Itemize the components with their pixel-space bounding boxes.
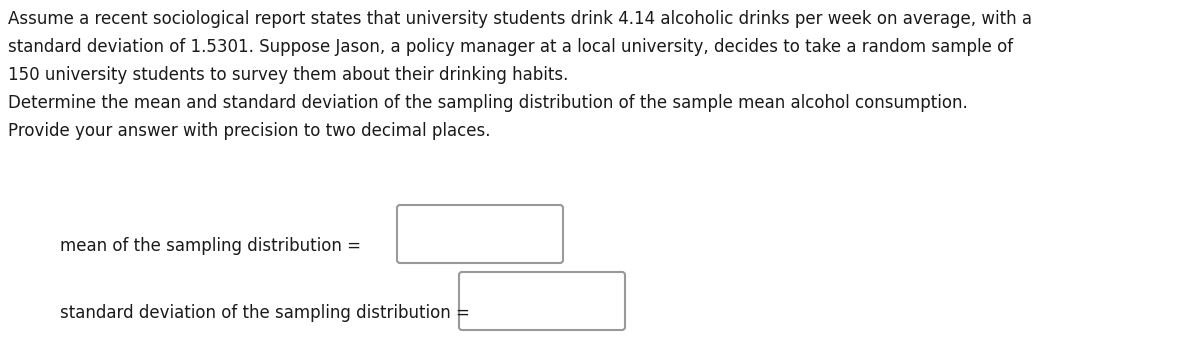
Text: 150 university students to survey them about their drinking habits.: 150 university students to survey them a… xyxy=(8,66,569,84)
Text: Provide your answer with precision to two decimal places.: Provide your answer with precision to tw… xyxy=(8,122,491,140)
FancyBboxPatch shape xyxy=(458,272,625,330)
Text: Assume a recent sociological report states that university students drink 4.14 a: Assume a recent sociological report stat… xyxy=(8,10,1032,28)
FancyBboxPatch shape xyxy=(397,205,563,263)
Text: Determine the mean and standard deviation of the sampling distribution of the sa: Determine the mean and standard deviatio… xyxy=(8,94,967,112)
Text: mean of the sampling distribution =: mean of the sampling distribution = xyxy=(60,237,361,255)
Text: standard deviation of the sampling distribution =: standard deviation of the sampling distr… xyxy=(60,304,470,322)
Text: standard deviation of 1.5301. Suppose Jason, a policy manager at a local univers: standard deviation of 1.5301. Suppose Ja… xyxy=(8,38,1013,56)
